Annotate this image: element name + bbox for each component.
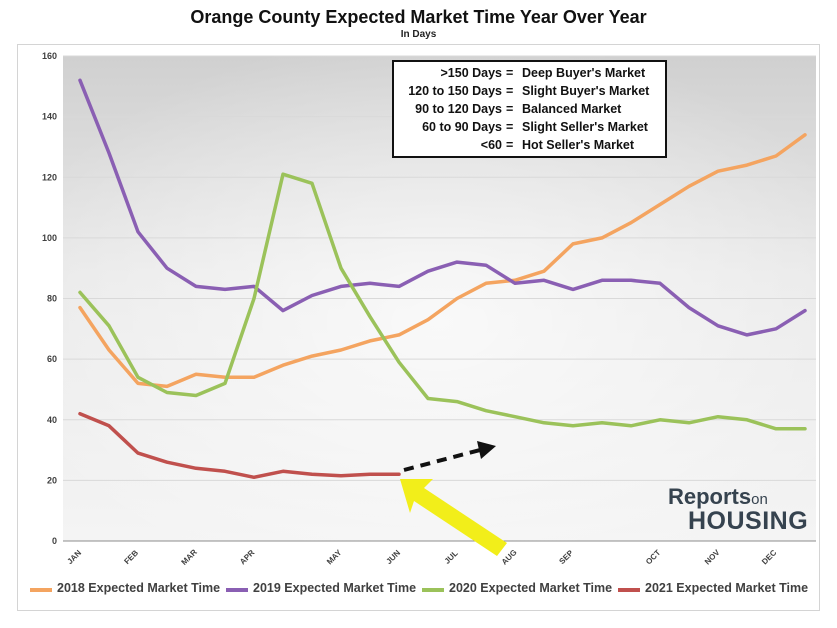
reports-on-housing-logo: Reportson HOUSING — [668, 484, 809, 535]
market-range: <60 — [480, 138, 502, 152]
x-tick-label: AUG — [500, 548, 519, 567]
x-tick-label: SEP — [557, 548, 575, 566]
series-line-2020 — [78, 172, 807, 431]
chart-subtitle: In Days — [400, 29, 437, 40]
legend-label: 2019 Expected Market Time — [253, 581, 417, 595]
chart-title: Orange County Expected Market Time Year … — [190, 7, 647, 27]
x-tick-label: DEC — [760, 548, 778, 566]
y-tick-label: 160 — [42, 51, 57, 61]
market-description: Slight Buyer's Market — [522, 84, 650, 98]
market-legend-row: <60 = Hot Seller's Market — [394, 138, 665, 156]
market-legend-row: 90 to 120 Days = Balanced Market — [394, 102, 665, 120]
y-tick-label: 60 — [47, 354, 57, 364]
x-tick-label: APR — [238, 548, 256, 566]
trend-dashed-arrow — [403, 448, 481, 472]
market-description: Balanced Market — [522, 102, 622, 116]
equals-sign: = — [506, 66, 514, 80]
y-tick-label: 120 — [42, 172, 57, 182]
market-range: 60 to 90 Days — [422, 120, 502, 134]
x-tick-label: JUL — [443, 549, 460, 566]
equals-sign: = — [506, 102, 514, 116]
x-tick-label: NOV — [703, 547, 722, 566]
market-legend-row: 120 to 150 Days = Slight Buyer's Market — [394, 84, 665, 102]
legend-label: 2021 Expected Market Time — [645, 581, 809, 595]
market-range: 120 to 150 Days — [408, 84, 502, 98]
yellow-pointer-arrow — [400, 479, 507, 556]
logo-housing-text: HOUSING — [688, 507, 809, 535]
legend-label: 2018 Expected Market Time — [57, 581, 221, 595]
series-legend: 2018 Expected Market Time 2019 Expected … — [26, 580, 814, 600]
y-tick-label: 20 — [47, 475, 57, 485]
legend-swatch-2018 — [30, 588, 52, 592]
market-description: Hot Seller's Market — [522, 138, 635, 152]
market-range: 90 to 120 Days — [415, 102, 502, 116]
legend-swatch-2021 — [618, 588, 640, 592]
market-description: Slight Seller's Market — [522, 120, 648, 134]
market-range: >150 Days — [440, 66, 502, 80]
legend-swatch-2020 — [422, 588, 444, 592]
x-tick-label: OCT — [644, 548, 662, 566]
y-tick-label: 40 — [47, 415, 57, 425]
market-description: Deep Buyer's Market — [522, 66, 646, 80]
chart-frame — [17, 44, 820, 611]
trend-dashed-arrowhead — [477, 441, 496, 459]
x-tick-label: JUN — [384, 548, 402, 566]
logo-reports-text: Reportson — [668, 484, 768, 509]
x-tick-label: MAR — [180, 547, 199, 566]
legend-swatch-2019 — [226, 588, 248, 592]
y-tick-label: 0 — [52, 536, 57, 546]
equals-sign: = — [506, 138, 514, 152]
market-condition-legend: >150 Days = Deep Buyer's Market 120 to 1… — [392, 60, 667, 158]
x-tick-label: JAN — [65, 548, 83, 566]
equals-sign: = — [506, 84, 514, 98]
series-line-2018 — [78, 133, 807, 389]
market-legend-row: >150 Days = Deep Buyer's Market — [394, 66, 665, 84]
series-line-2021 — [78, 411, 401, 480]
series-line-2019 — [78, 78, 807, 337]
x-tick-label: MAY — [325, 548, 344, 567]
equals-sign: = — [506, 120, 514, 134]
market-legend-row: 60 to 90 Days = Slight Seller's Market — [394, 120, 665, 138]
y-tick-label: 140 — [42, 112, 57, 122]
y-tick-label: 80 — [47, 294, 57, 304]
x-tick-label: FEB — [122, 548, 140, 566]
legend-label: 2020 Expected Market Time — [449, 581, 613, 595]
y-tick-label: 100 — [42, 233, 57, 243]
